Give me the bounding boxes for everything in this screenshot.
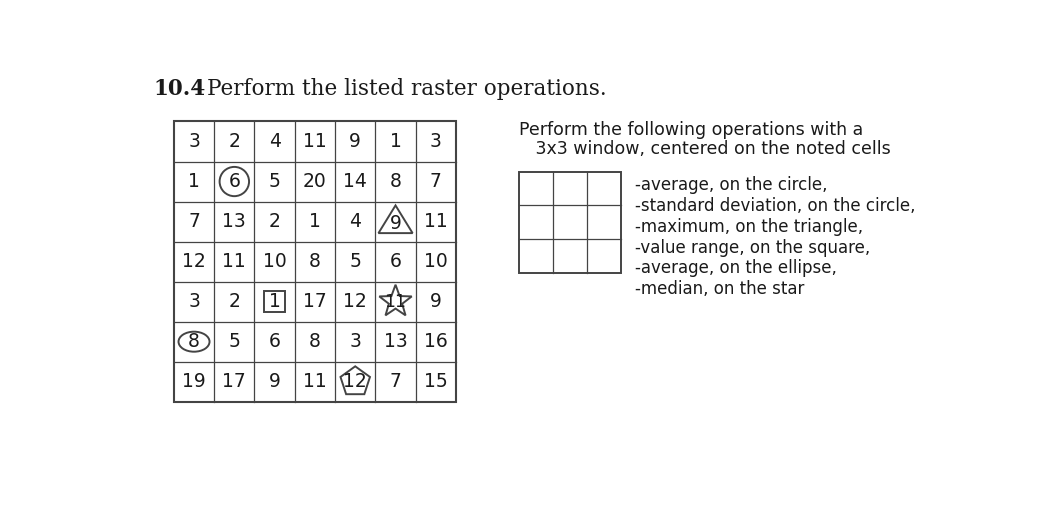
Text: 11: 11 — [424, 212, 447, 231]
Text: 5: 5 — [350, 252, 361, 271]
Text: 8: 8 — [309, 252, 321, 271]
Text: 2: 2 — [269, 212, 280, 231]
Text: - Perform the listed raster operations.: - Perform the listed raster operations. — [186, 78, 606, 100]
Text: 1: 1 — [188, 172, 200, 191]
Text: 3: 3 — [350, 332, 361, 351]
Text: -median, on the star: -median, on the star — [635, 280, 804, 298]
Text: 12: 12 — [343, 292, 368, 311]
Text: 4: 4 — [350, 212, 361, 231]
Text: 3: 3 — [429, 132, 442, 151]
Text: 12: 12 — [343, 372, 368, 391]
Text: 11: 11 — [303, 372, 327, 391]
Text: 5: 5 — [229, 332, 240, 351]
Text: 16: 16 — [424, 332, 447, 351]
Text: 15: 15 — [424, 372, 447, 391]
Text: 6: 6 — [229, 172, 240, 191]
Text: 10.4: 10.4 — [153, 78, 205, 100]
Text: 11: 11 — [384, 293, 406, 311]
Text: 6: 6 — [390, 252, 401, 271]
Text: 2: 2 — [229, 132, 240, 151]
Text: 9: 9 — [429, 292, 442, 311]
Text: 17: 17 — [303, 292, 327, 311]
Text: 10: 10 — [424, 252, 447, 271]
Text: 1: 1 — [269, 292, 280, 311]
Text: -standard deviation, on the circle,: -standard deviation, on the circle, — [635, 197, 916, 215]
Text: 20: 20 — [303, 172, 327, 191]
Text: 7: 7 — [429, 172, 442, 191]
Text: 10: 10 — [262, 252, 287, 271]
Text: 7: 7 — [188, 212, 200, 231]
Text: 9: 9 — [390, 215, 401, 234]
Text: 14: 14 — [343, 172, 368, 191]
Text: 8: 8 — [390, 172, 401, 191]
Text: -average, on the circle,: -average, on the circle, — [635, 176, 827, 194]
Text: 1: 1 — [309, 212, 321, 231]
Text: 3: 3 — [188, 132, 200, 151]
Text: 7: 7 — [390, 372, 401, 391]
Text: 4: 4 — [269, 132, 280, 151]
Text: 5: 5 — [269, 172, 280, 191]
Text: Perform the following operations with a: Perform the following operations with a — [519, 122, 863, 140]
Text: 12: 12 — [182, 252, 206, 271]
Text: 6: 6 — [269, 332, 280, 351]
Text: 13: 13 — [383, 332, 407, 351]
Text: 8: 8 — [309, 332, 321, 351]
Bar — [174, 122, 456, 402]
Text: 2: 2 — [229, 292, 240, 311]
Text: 8: 8 — [188, 332, 200, 351]
Text: -maximum, on the triangle,: -maximum, on the triangle, — [635, 218, 863, 236]
Text: -value range, on the square,: -value range, on the square, — [635, 238, 870, 256]
Text: 19: 19 — [182, 372, 206, 391]
Text: 17: 17 — [223, 372, 246, 391]
Text: 13: 13 — [223, 212, 246, 231]
Text: 11: 11 — [223, 252, 246, 271]
Text: 9: 9 — [350, 132, 361, 151]
Text: 3: 3 — [188, 292, 200, 311]
Text: 9: 9 — [269, 372, 280, 391]
Bar — [519, 172, 621, 273]
Text: -average, on the ellipse,: -average, on the ellipse, — [635, 259, 837, 277]
Bar — [264, 291, 286, 312]
Text: 3x3 window, centered on the noted cells: 3x3 window, centered on the noted cells — [519, 140, 890, 158]
Text: 1: 1 — [390, 132, 401, 151]
Text: 11: 11 — [303, 132, 327, 151]
